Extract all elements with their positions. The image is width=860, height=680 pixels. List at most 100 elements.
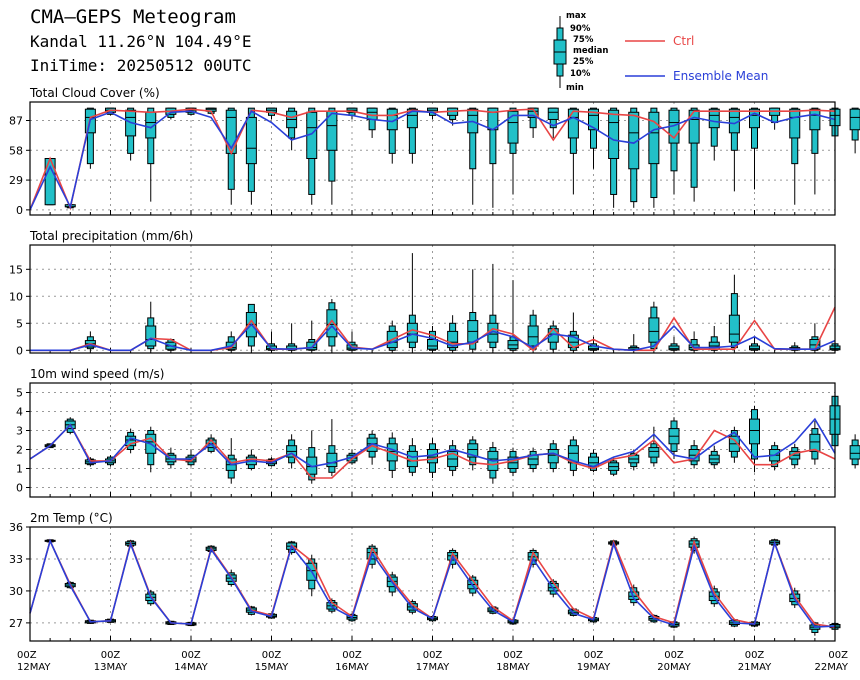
ctrl-line bbox=[30, 306, 836, 352]
ensemble-box bbox=[487, 441, 499, 484]
box-inner-25-75 bbox=[749, 418, 760, 445]
y-tick-label: 0 bbox=[16, 204, 23, 217]
legend-box-label: 75% bbox=[573, 35, 594, 45]
ensemble-box bbox=[789, 107, 801, 205]
y-tick-label: 27 bbox=[9, 617, 23, 630]
x-tick-label-date: 12MAY bbox=[17, 662, 51, 673]
x-tick-label-date: 16MAY bbox=[335, 662, 369, 673]
box-inner-25-75 bbox=[125, 435, 137, 447]
ensemble-box bbox=[306, 430, 318, 484]
box-inner-25-75 bbox=[648, 447, 660, 458]
box-inner-25-75 bbox=[547, 107, 559, 120]
box-inner-25-75 bbox=[427, 339, 438, 350]
legend-ctrl-label: Ctrl bbox=[673, 34, 694, 48]
ensemble-box bbox=[668, 107, 680, 195]
ensemble-box bbox=[125, 107, 137, 161]
legend-box-label: 90% bbox=[570, 24, 591, 34]
y-tick-label: 0 bbox=[16, 344, 23, 357]
ensemble-mean-line bbox=[29, 538, 836, 628]
x-tick-label-time: 00Z bbox=[262, 650, 282, 661]
y-tick-label: 1 bbox=[16, 463, 23, 476]
ensemble-box bbox=[306, 320, 318, 351]
ensemble-box bbox=[145, 301, 157, 351]
y-tick-label: 10 bbox=[9, 290, 23, 303]
ensemble-box bbox=[145, 107, 157, 202]
ensemble-box bbox=[688, 107, 700, 202]
ensemble-box bbox=[84, 331, 96, 351]
ctrl-line bbox=[29, 423, 836, 479]
ensemble-box bbox=[668, 336, 680, 351]
box-inner-25-75 bbox=[326, 452, 338, 468]
box-outer-10-90 bbox=[469, 107, 477, 170]
ensemble-box bbox=[547, 320, 559, 351]
y-tick-label: 2 bbox=[16, 444, 23, 457]
box-inner-25-75 bbox=[507, 110, 519, 144]
ensemble-box bbox=[507, 280, 519, 351]
ensemble-box bbox=[165, 107, 177, 120]
box-inner-25-75 bbox=[749, 345, 760, 351]
ensemble-box bbox=[507, 447, 519, 477]
x-tick-label-date: 15MAY bbox=[255, 662, 289, 673]
ensemble-box bbox=[567, 312, 579, 351]
y-tick-label: 87 bbox=[9, 114, 23, 127]
box-inner-25-75 bbox=[708, 108, 720, 129]
ensemble-box bbox=[749, 336, 760, 351]
y-tick-label: 15 bbox=[9, 263, 23, 276]
panel-title-temp: 2m Temp (°C) bbox=[30, 511, 113, 525]
ensemble-box bbox=[648, 426, 660, 467]
ensemble-box bbox=[547, 107, 559, 138]
box-inner-25-75 bbox=[527, 325, 539, 347]
ensemble-box bbox=[728, 274, 740, 351]
y-tick-label: 0 bbox=[16, 482, 23, 495]
ensemble-box bbox=[326, 107, 338, 205]
box-inner-25-75 bbox=[245, 116, 257, 165]
box-inner-25-75 bbox=[447, 330, 459, 349]
ensemble-box bbox=[487, 263, 499, 351]
ensemble-box bbox=[286, 107, 298, 151]
ensemble-box bbox=[648, 301, 660, 351]
box-inner-25-75 bbox=[809, 433, 821, 452]
legend-box-label: min bbox=[566, 83, 584, 93]
box-inner-25-75 bbox=[386, 443, 398, 462]
legend-box-label: max bbox=[566, 11, 587, 21]
ensemble-box bbox=[286, 434, 298, 469]
box-inner-25-75 bbox=[789, 108, 801, 139]
ensemble-box bbox=[608, 457, 620, 477]
box-inner-25-75 bbox=[406, 108, 418, 129]
legend-box-label: 10% bbox=[570, 69, 591, 79]
x-tick-label-time: 00Z bbox=[503, 650, 523, 661]
box-inner-25-75 bbox=[547, 449, 559, 464]
panel-frame-temp bbox=[29, 526, 836, 642]
location-label: Kandal 11.26°N 104.49°E bbox=[30, 32, 252, 51]
y-tick-label: 58 bbox=[9, 144, 23, 157]
ensemble-box bbox=[225, 107, 237, 205]
init-time-label: IniTime: 20250512 00UTC bbox=[30, 56, 252, 75]
ensemble-box bbox=[386, 107, 398, 164]
panel-frame-wind bbox=[29, 382, 836, 498]
x-tick-label-date: 14MAY bbox=[174, 662, 208, 673]
box-inner-25-75 bbox=[648, 111, 660, 165]
ensemble-box bbox=[708, 445, 720, 469]
ensemble-box bbox=[306, 107, 318, 205]
ensemble-mean-line bbox=[29, 110, 836, 211]
box-inner-25-75 bbox=[527, 107, 539, 118]
panel-title-cloud: Total Cloud Cover (%) bbox=[29, 86, 160, 100]
ensemble-box bbox=[849, 107, 860, 154]
box-inner-25-75 bbox=[366, 107, 378, 120]
ensemble-mean-line bbox=[29, 417, 836, 468]
chart-title: CMA—GEPS Meteogram bbox=[30, 6, 236, 28]
box-outer-10-90 bbox=[690, 107, 698, 188]
panel-title-wind: 10m wind speed (m/s) bbox=[30, 367, 164, 381]
ensemble-box bbox=[567, 107, 579, 195]
ensemble-box bbox=[467, 269, 479, 351]
ensemble-box bbox=[245, 107, 257, 205]
legend-box-label: 25% bbox=[573, 57, 594, 67]
x-tick-label-time: 00Z bbox=[423, 650, 443, 661]
box-inner-25-75 bbox=[547, 328, 559, 343]
panel-frame-precip bbox=[29, 244, 836, 354]
x-tick-label-time: 00Z bbox=[101, 650, 121, 661]
box-inner-25-75 bbox=[849, 108, 860, 131]
ensemble-box bbox=[809, 107, 821, 195]
